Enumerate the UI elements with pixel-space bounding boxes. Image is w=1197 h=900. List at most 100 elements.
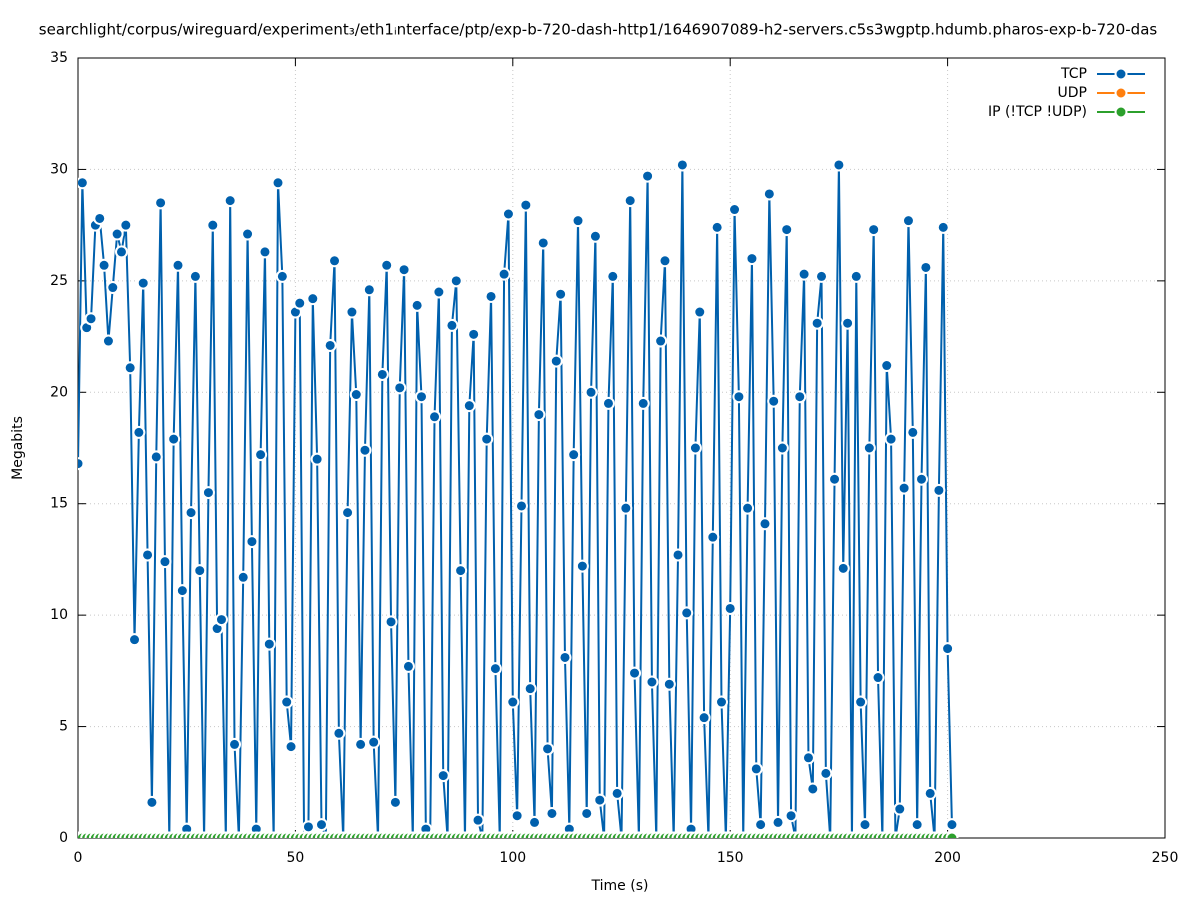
data-point <box>862 441 876 455</box>
data-point <box>188 269 202 283</box>
data-point <box>84 312 98 326</box>
data-point <box>314 818 328 832</box>
data-point <box>323 338 337 352</box>
data-point <box>536 236 550 250</box>
data-point <box>514 499 528 513</box>
data-point <box>467 327 481 341</box>
data-point <box>675 158 689 172</box>
data-point <box>693 305 707 319</box>
data-point <box>506 695 520 709</box>
data-point <box>606 269 620 283</box>
data-point <box>567 448 581 462</box>
data-point <box>358 443 372 457</box>
data-point <box>849 269 863 283</box>
data-point <box>275 269 289 283</box>
data-point <box>132 425 146 439</box>
data-point <box>280 695 294 709</box>
data-point <box>432 285 446 299</box>
data-point <box>762 187 776 201</box>
data-point <box>749 762 763 776</box>
data-point <box>780 223 794 237</box>
data-point <box>401 659 415 673</box>
data-point <box>771 815 785 829</box>
data-point <box>588 229 602 243</box>
chart-title: searchlight/corpus/wireguard/experiment₃… <box>39 21 1158 39</box>
data-point <box>141 548 155 562</box>
data-point <box>201 486 215 500</box>
data-point <box>775 441 789 455</box>
data-point <box>345 305 359 319</box>
data-point <box>428 410 442 424</box>
data-point <box>397 263 411 277</box>
data-point <box>488 662 502 676</box>
data-point <box>449 274 463 288</box>
data-point <box>893 802 907 816</box>
data-point <box>797 267 811 281</box>
data-point <box>167 432 181 446</box>
data-point <box>388 795 402 809</box>
data-point <box>78 457 85 471</box>
data-point <box>306 292 320 306</box>
data-point <box>119 218 133 232</box>
data-point <box>941 642 955 656</box>
data-point <box>628 666 642 680</box>
data-point <box>945 831 959 838</box>
data-point <box>610 786 624 800</box>
data-point <box>528 815 542 829</box>
data-point <box>645 675 659 689</box>
data-point <box>745 252 759 266</box>
data-point <box>884 432 898 446</box>
y-tick-label: 20 <box>50 384 68 400</box>
data-point <box>501 207 515 221</box>
data-point <box>897 481 911 495</box>
data-point <box>880 359 894 373</box>
x-tick-label: 250 <box>1152 850 1179 866</box>
data-point <box>571 214 585 228</box>
data-point <box>93 211 107 225</box>
x-tick-label: 200 <box>934 850 961 866</box>
data-point <box>723 601 737 615</box>
data-point <box>328 254 342 268</box>
data-point <box>175 584 189 598</box>
data-point <box>754 818 768 832</box>
data-point <box>128 633 142 647</box>
data-point <box>793 390 807 404</box>
legend-marker <box>1114 105 1128 119</box>
data-point <box>662 677 676 691</box>
data-point <box>715 695 729 709</box>
legend-marker <box>1114 67 1128 81</box>
data-point <box>541 742 555 756</box>
data-point <box>454 564 468 578</box>
data-point <box>497 267 511 281</box>
data-point <box>354 737 368 751</box>
data-point <box>832 158 846 172</box>
data-point <box>206 218 220 232</box>
data-point <box>310 452 324 466</box>
data-point <box>919 260 933 274</box>
data-point <box>558 650 572 664</box>
data-point <box>619 501 633 515</box>
data-point <box>78 176 89 190</box>
data-point <box>554 287 568 301</box>
data-point <box>728 203 742 217</box>
data-point <box>810 316 824 330</box>
data-point <box>236 570 250 584</box>
data-point <box>241 227 255 241</box>
y-tick-label: 5 <box>59 719 68 735</box>
y-tick-label: 35 <box>50 50 68 66</box>
data-point <box>410 298 424 312</box>
plot-area <box>78 158 959 838</box>
data-point <box>254 448 268 462</box>
data-point <box>519 198 533 212</box>
data-point <box>510 809 524 823</box>
data-point <box>593 793 607 807</box>
data-point <box>262 637 276 651</box>
x-tick-label: 100 <box>499 850 526 866</box>
data-point <box>854 695 868 709</box>
data-point <box>623 194 637 208</box>
data-point <box>136 276 150 290</box>
y-tick-label: 0 <box>59 830 68 846</box>
data-point <box>362 283 376 297</box>
data-point <box>936 220 950 234</box>
